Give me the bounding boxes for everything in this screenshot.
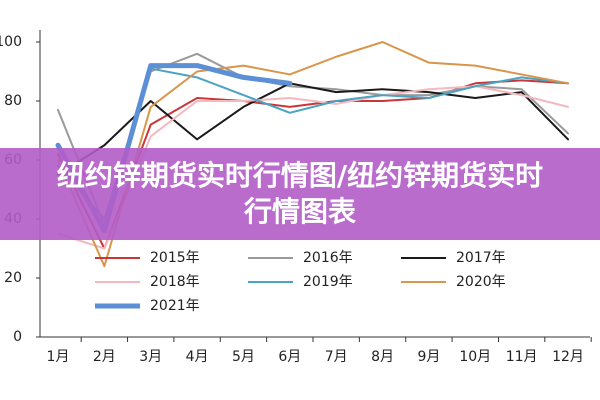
x-tick-label: 11月 xyxy=(506,349,538,365)
y-tick-label: 20 xyxy=(4,270,22,286)
y-tick-label: 80 xyxy=(4,93,22,109)
legend-label: 2015年 xyxy=(150,250,200,266)
y-tick-label: 0 xyxy=(13,329,22,345)
x-tick-label: 3月 xyxy=(139,349,162,365)
legend-label: 2017年 xyxy=(456,250,506,266)
legend-label: 2016年 xyxy=(303,250,353,266)
series-line xyxy=(57,41,569,268)
x-tick-label: 4月 xyxy=(186,349,209,365)
x-tick-label: 6月 xyxy=(278,349,301,365)
x-tick-label: 10月 xyxy=(459,349,491,365)
banner: 纽约锌期货实时行情图/纽约锌期货实时行情图表 xyxy=(0,148,600,240)
x-tick-label: 1月 xyxy=(47,349,70,365)
legend-label: 2021年 xyxy=(150,298,200,314)
x-tick-label: 8月 xyxy=(371,349,394,365)
x-tick-label: 12月 xyxy=(552,349,584,365)
legend-label: 2018年 xyxy=(150,274,200,290)
legend-label: 2020年 xyxy=(456,274,506,290)
x-tick-label: 2月 xyxy=(93,349,116,365)
series-line xyxy=(57,82,569,176)
series-line xyxy=(57,79,569,250)
x-tick-label: 9月 xyxy=(417,349,440,365)
overlay-title: 纽约锌期货实时行情图/纽约锌期货实时行情图表 xyxy=(56,159,544,228)
x-tick-label: 7月 xyxy=(325,349,348,365)
legend-label: 2019年 xyxy=(303,274,353,290)
x-tick-label: 5月 xyxy=(232,349,255,365)
y-tick-label: 100 xyxy=(0,34,22,50)
